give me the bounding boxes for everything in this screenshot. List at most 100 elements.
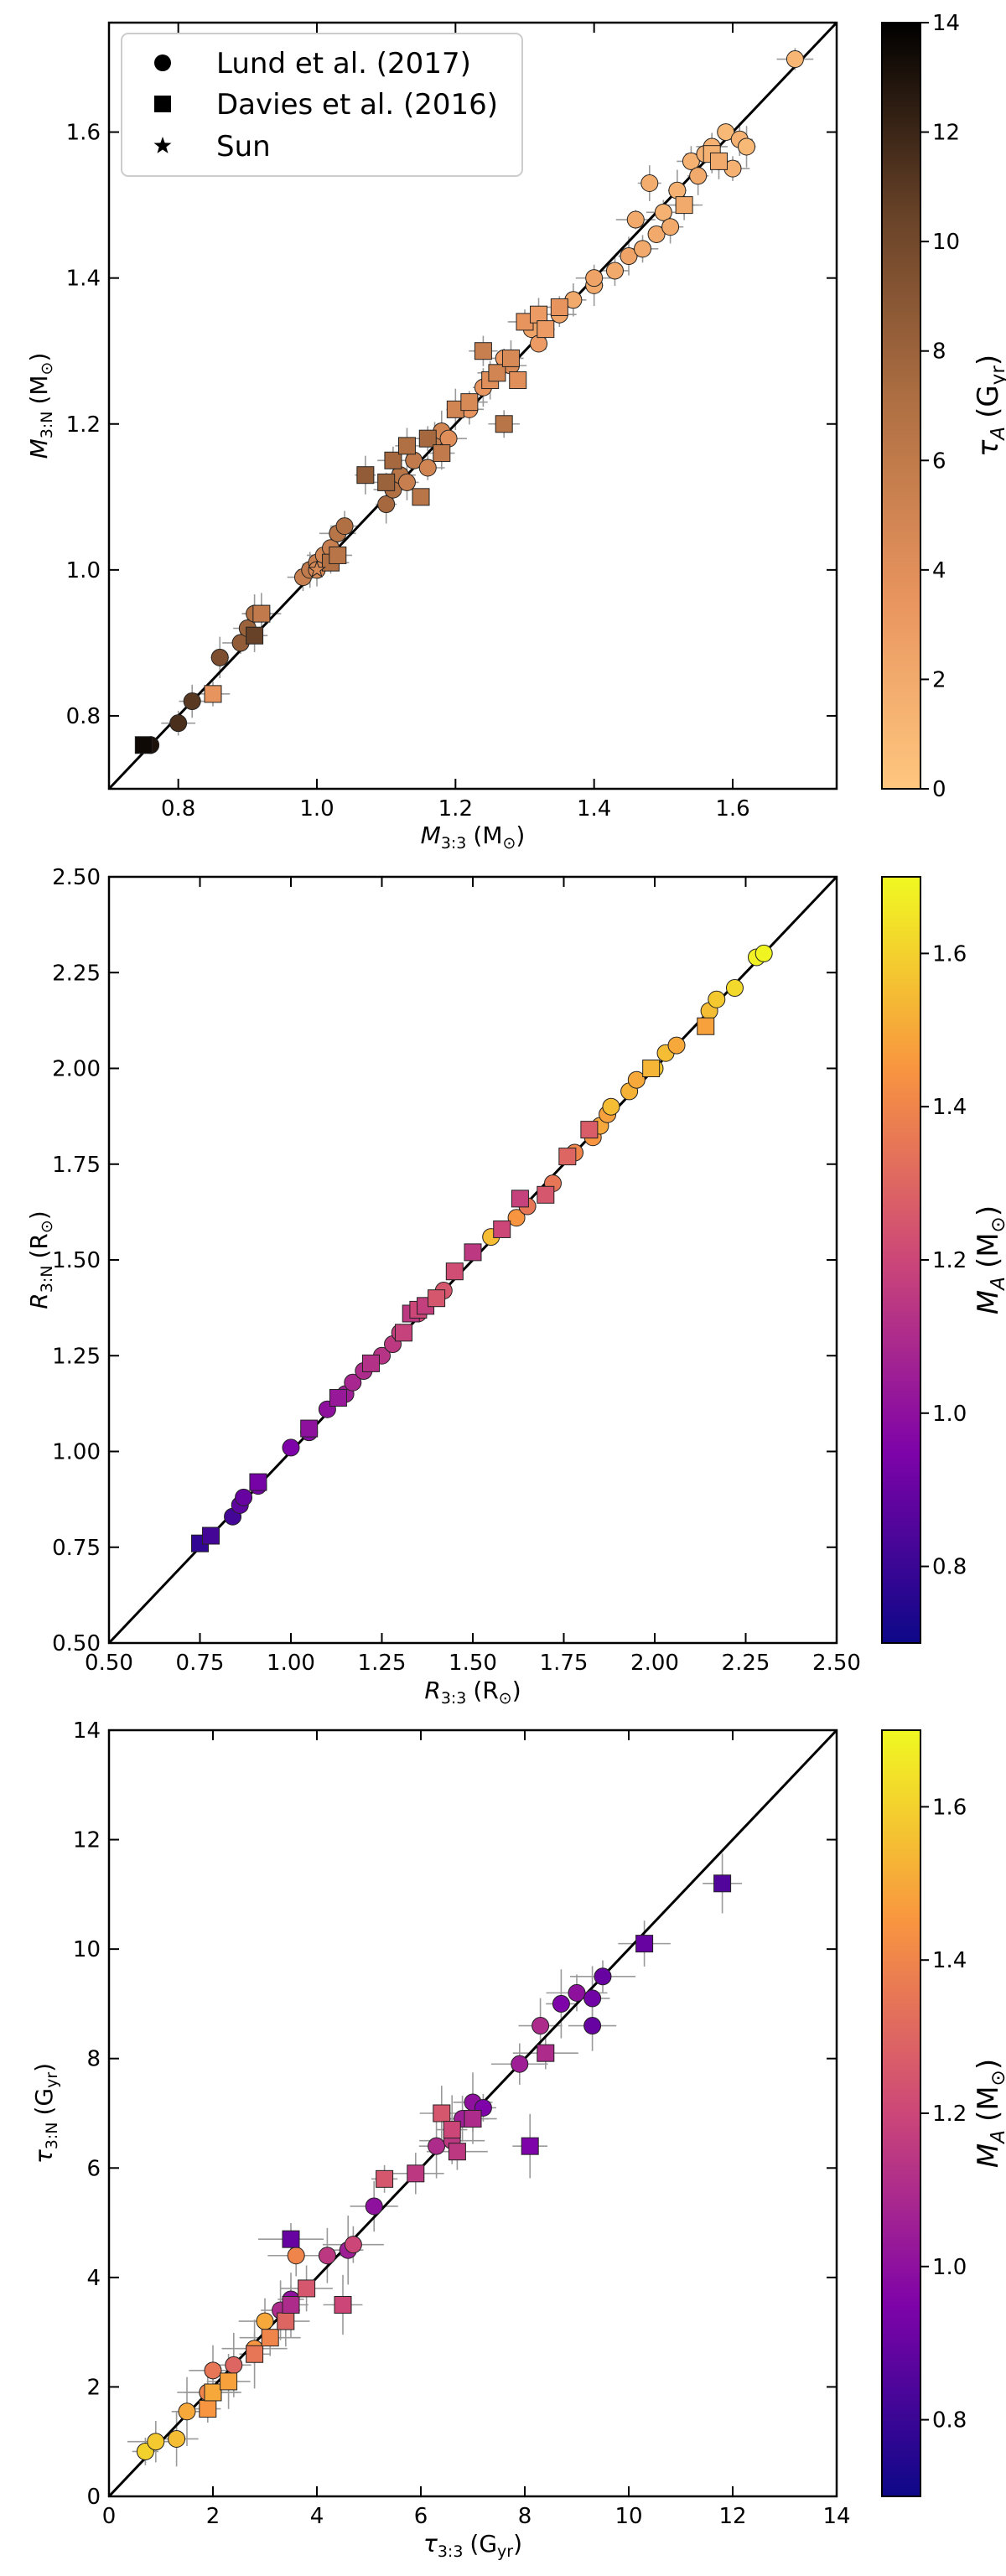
data-point-circle: [418, 459, 437, 477]
x-tick-label: 1.0: [299, 796, 334, 822]
data-point-circle: [682, 152, 700, 170]
colorbar-label: MA(M⊙): [972, 2059, 1006, 2168]
data-point-square: [249, 1473, 267, 1491]
x-tick-label: 12: [718, 2504, 746, 2529]
colorbar-tick-label: 1.6: [932, 941, 967, 967]
data-point-circle: [178, 2402, 196, 2421]
colorbar-tick-label: 14: [932, 11, 960, 36]
data-point-square: [558, 1148, 577, 1166]
data-point-circle: [786, 50, 804, 69]
legend-box: [121, 33, 523, 177]
x-tick-label: 1.50: [449, 1651, 497, 1676]
data-point-circle: [335, 517, 354, 536]
data-point-circle: [428, 2137, 446, 2155]
x-tick-label: 6: [414, 2504, 428, 2529]
x-tick-label: 2: [206, 2504, 220, 2529]
colorbar-label: τA(Gyr): [972, 355, 1006, 457]
data-point-square: [261, 2329, 279, 2347]
colorbar-tick-label: 1.4: [932, 1095, 967, 1120]
data-point-square: [495, 415, 513, 433]
data-point-circle: [235, 1488, 253, 1506]
data-point-circle: [168, 2429, 186, 2448]
data-point-square: [550, 298, 568, 316]
data-point-square: [537, 320, 555, 339]
y-tick-label: 2: [86, 2375, 101, 2400]
data-point-circle: [344, 1373, 362, 1392]
data-point-circle: [627, 1070, 646, 1089]
colorbar-tick-label: 1.0: [932, 2255, 967, 2280]
x-tick-label: 10: [614, 2504, 642, 2529]
data-point-square: [445, 1262, 464, 1281]
data-point-square: [433, 444, 451, 463]
data-point-circle: [738, 137, 756, 156]
data-point-circle: [647, 225, 666, 243]
data-point-square: [537, 2044, 555, 2062]
data-point-circle: [717, 123, 735, 142]
data-point-square: [277, 2312, 295, 2330]
y-axis-label: R3:N(R⊙): [25, 1210, 56, 1309]
data-point-square: [356, 466, 375, 485]
colorbar-tick-label: 4: [932, 558, 946, 583]
colorbar-ticks: 0.8 1.0 1.2 1.4 1.6: [920, 941, 967, 1580]
data-point-square: [282, 2296, 300, 2314]
data-point-square: [428, 1289, 446, 1308]
data-point-square: [204, 2383, 222, 2402]
data-point-circle: [225, 2356, 243, 2374]
x-tick-label: 1.25: [358, 1651, 407, 1676]
data-point-square: [464, 1243, 482, 1262]
x-tick-label: 4: [310, 2504, 324, 2529]
legend-marker-circle: [154, 54, 171, 71]
colorbar-tick-label: 10: [932, 230, 960, 255]
data-point-circle: [183, 692, 201, 711]
data-point-circle: [344, 2236, 362, 2254]
colorbar-label: MA(M⊙): [972, 1205, 1006, 1314]
data-point-square: [713, 1874, 732, 1893]
data-point-square: [474, 342, 492, 360]
y-tick-label: 14: [73, 1718, 101, 1744]
legend-marker-star: [153, 137, 172, 153]
data-point-circle: [552, 1994, 570, 2013]
colorbar-ticks: 0.8 1.0 1.2 1.4 1.6: [920, 1795, 967, 2433]
data-point-square: [580, 1121, 599, 1139]
data-point-circle: [605, 262, 624, 280]
data-point-circle: [620, 247, 638, 266]
x-tick-label: 1.00: [267, 1651, 315, 1676]
data-point-square: [334, 2296, 352, 2314]
data-point-square: [298, 2279, 316, 2298]
data-point-circle: [532, 2017, 550, 2035]
data-point-circle: [654, 203, 672, 221]
data-point-circle: [204, 2361, 222, 2380]
data-point-square: [697, 1017, 715, 1035]
data-point-square: [220, 2372, 238, 2391]
data-point-square: [300, 1419, 319, 1438]
data-point-square: [448, 2143, 466, 2161]
x-tick-label: 8: [518, 2504, 532, 2529]
data-point-square: [377, 473, 396, 491]
x-tick-label: 0.75: [176, 1651, 225, 1676]
markers: [134, 50, 804, 754]
markers: [191, 944, 773, 1552]
data-point-circle: [210, 648, 229, 666]
x-ticks: 0 2 4 6 8 10 12 14: [102, 1730, 851, 2529]
markers: [136, 1874, 732, 2460]
y-tick-label: 0.75: [52, 1536, 101, 1561]
data-point-square: [246, 626, 264, 645]
colorbar-gradient: [881, 876, 921, 1644]
y-axis-label: M3:N(M⊙): [25, 353, 56, 459]
data-point-square: [501, 349, 520, 367]
data-point-square: [460, 393, 479, 412]
plot-frame: [107, 21, 838, 790]
data-point-circle: [365, 2197, 383, 2216]
x-tick-label: 14: [822, 2504, 850, 2529]
data-point-circle: [287, 2247, 305, 2265]
y-ticks: 0 2 4 6 8 10 12 14: [73, 1718, 837, 2510]
data-point-square: [397, 437, 416, 455]
x-axis-label: M3:3 (M⊙): [421, 822, 526, 853]
data-point-square: [204, 685, 222, 703]
colorbar: 0.8 1.0 1.2 1.4 1.6 MA(M⊙): [881, 876, 1006, 1644]
x-tick-label: 1.75: [540, 1651, 589, 1676]
x-tick-label: 1.4: [577, 796, 611, 822]
data-point-square: [407, 2164, 425, 2183]
y-tick-label: 1.4: [66, 267, 101, 292]
y-tick-label: 1.50: [52, 1248, 101, 1273]
